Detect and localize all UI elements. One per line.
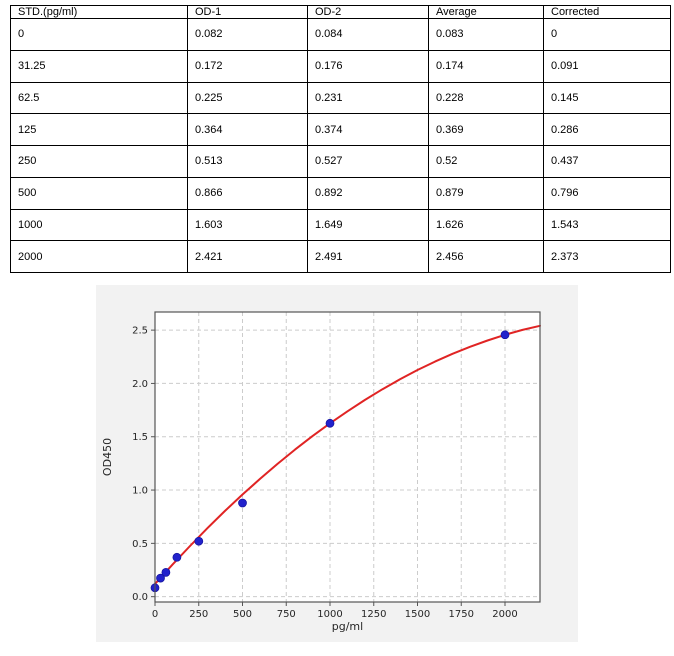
table-row: 31.25 0.172 0.176 0.174 0.091 <box>10 49 671 83</box>
cell-std: 500 <box>10 176 188 210</box>
cell-corrected: 0.437 <box>543 145 671 178</box>
cell-od1: 2.421 <box>187 240 308 273</box>
cell-std: 0 <box>10 18 188 51</box>
column-header-corrected: Corrected <box>543 5 671 19</box>
cell-corrected: 0.286 <box>543 113 671 146</box>
data-point <box>172 552 182 562</box>
cell-std: 125 <box>10 113 188 146</box>
standard-curve-svg: 0 250 500 750 1000 1250 1500 1750 2000 0.0 0.5 1.0 1… <box>96 285 578 642</box>
y-tick-label: 2.0 <box>132 379 148 390</box>
data-point <box>238 498 247 508</box>
cell-std: 62.5 <box>10 81 188 115</box>
data-point <box>156 573 165 583</box>
fit-curve <box>154 324 541 585</box>
data-point <box>325 418 335 428</box>
cell-std: 2000 <box>10 240 188 273</box>
cell-od2: 1.649 <box>307 208 429 242</box>
x-tick-label: 1500 <box>405 609 430 620</box>
cell-od1: 0.364 <box>187 113 308 146</box>
y-tick-label: 1.0 <box>132 486 148 497</box>
plot-background <box>155 312 540 602</box>
table-row: 250 0.513 0.527 0.52 0.437 <box>10 145 671 178</box>
table-row: 125 0.364 0.374 0.369 0.286 <box>10 113 671 146</box>
column-header-od2: OD-2 <box>307 5 429 19</box>
standards-table: STD.(pg/ml) OD-1 OD-2 Average Corrected … <box>10 5 671 273</box>
cell-corrected: 0.091 <box>543 49 671 83</box>
y-tick-label: 1.5 <box>132 432 148 443</box>
table-row: 0 0.082 0.084 0.083 0 <box>10 18 671 51</box>
x-tick-label: 1750 <box>449 609 474 620</box>
table-row: 500 0.866 0.892 0.879 0.796 <box>10 176 671 210</box>
cell-average: 0.174 <box>428 49 544 83</box>
cell-od1: 0.172 <box>187 49 308 83</box>
cell-std: 31.25 <box>10 49 188 83</box>
column-header-average: Average <box>428 5 544 19</box>
cell-corrected: 1.543 <box>543 208 671 242</box>
x-tick-label: 1000 <box>317 609 342 620</box>
cell-average: 0.369 <box>428 113 544 146</box>
cell-od1: 0.866 <box>187 176 308 210</box>
cell-average: 0.879 <box>428 176 544 210</box>
cell-od2: 0.374 <box>307 113 429 146</box>
cell-od2: 0.527 <box>307 145 429 178</box>
table-row: 62.5 0.225 0.231 0.228 0.145 <box>10 81 671 115</box>
cell-average: 0.52 <box>428 145 544 178</box>
y-axis-label: OD450 <box>101 438 114 476</box>
x-tick-label: 500 <box>233 609 252 620</box>
column-header-od1: OD-1 <box>187 5 308 19</box>
cell-average: 1.626 <box>428 208 544 242</box>
plot-border <box>154 311 541 603</box>
column-header-std: STD.(pg/ml) <box>10 5 188 19</box>
cell-std: 1000 <box>10 208 188 242</box>
cell-od2: 0.231 <box>307 81 429 115</box>
x-tick-label: 250 <box>189 609 208 620</box>
cell-average: 2.456 <box>428 240 544 273</box>
y-tick-label: 2.5 <box>132 326 148 337</box>
table-header-row: STD.(pg/ml) OD-1 OD-2 Average Corrected <box>10 5 671 19</box>
data-point <box>500 330 510 340</box>
cell-od1: 0.082 <box>187 18 308 51</box>
cell-od2: 0.084 <box>307 18 429 51</box>
cell-corrected: 0.796 <box>543 176 671 210</box>
table-row: 1000 1.603 1.649 1.626 1.543 <box>10 208 671 242</box>
cell-corrected: 2.373 <box>543 240 671 273</box>
cell-average: 0.083 <box>428 18 544 51</box>
cell-corrected: 0.145 <box>543 81 671 115</box>
cell-corrected: 0 <box>543 18 671 51</box>
cell-std: 250 <box>10 145 188 178</box>
data-point <box>161 568 171 577</box>
x-tick-label: 2000 <box>492 609 517 620</box>
cell-average: 0.228 <box>428 81 544 115</box>
cell-od2: 0.176 <box>307 49 429 83</box>
x-tick-label: 750 <box>277 609 296 620</box>
y-tick-label: 0.5 <box>132 539 148 550</box>
table-row: 2000 2.421 2.491 2.456 2.373 <box>10 240 671 273</box>
cell-od1: 0.513 <box>187 145 308 178</box>
y-tick-label: 0.0 <box>132 592 148 603</box>
x-tick-label: 1250 <box>361 609 386 620</box>
standard-curve-panel: 0 250 500 750 1000 1250 1500 1750 2000 0.0 0.5 1.0 1… <box>96 285 578 642</box>
data-point <box>194 536 204 546</box>
cell-od2: 0.892 <box>307 176 429 210</box>
cell-od2: 2.491 <box>307 240 429 273</box>
cell-od1: 1.603 <box>187 208 308 242</box>
x-tick-label: 0 <box>152 609 158 620</box>
x-axis-label: pg/ml <box>332 620 363 633</box>
cell-od1: 0.225 <box>187 81 308 115</box>
